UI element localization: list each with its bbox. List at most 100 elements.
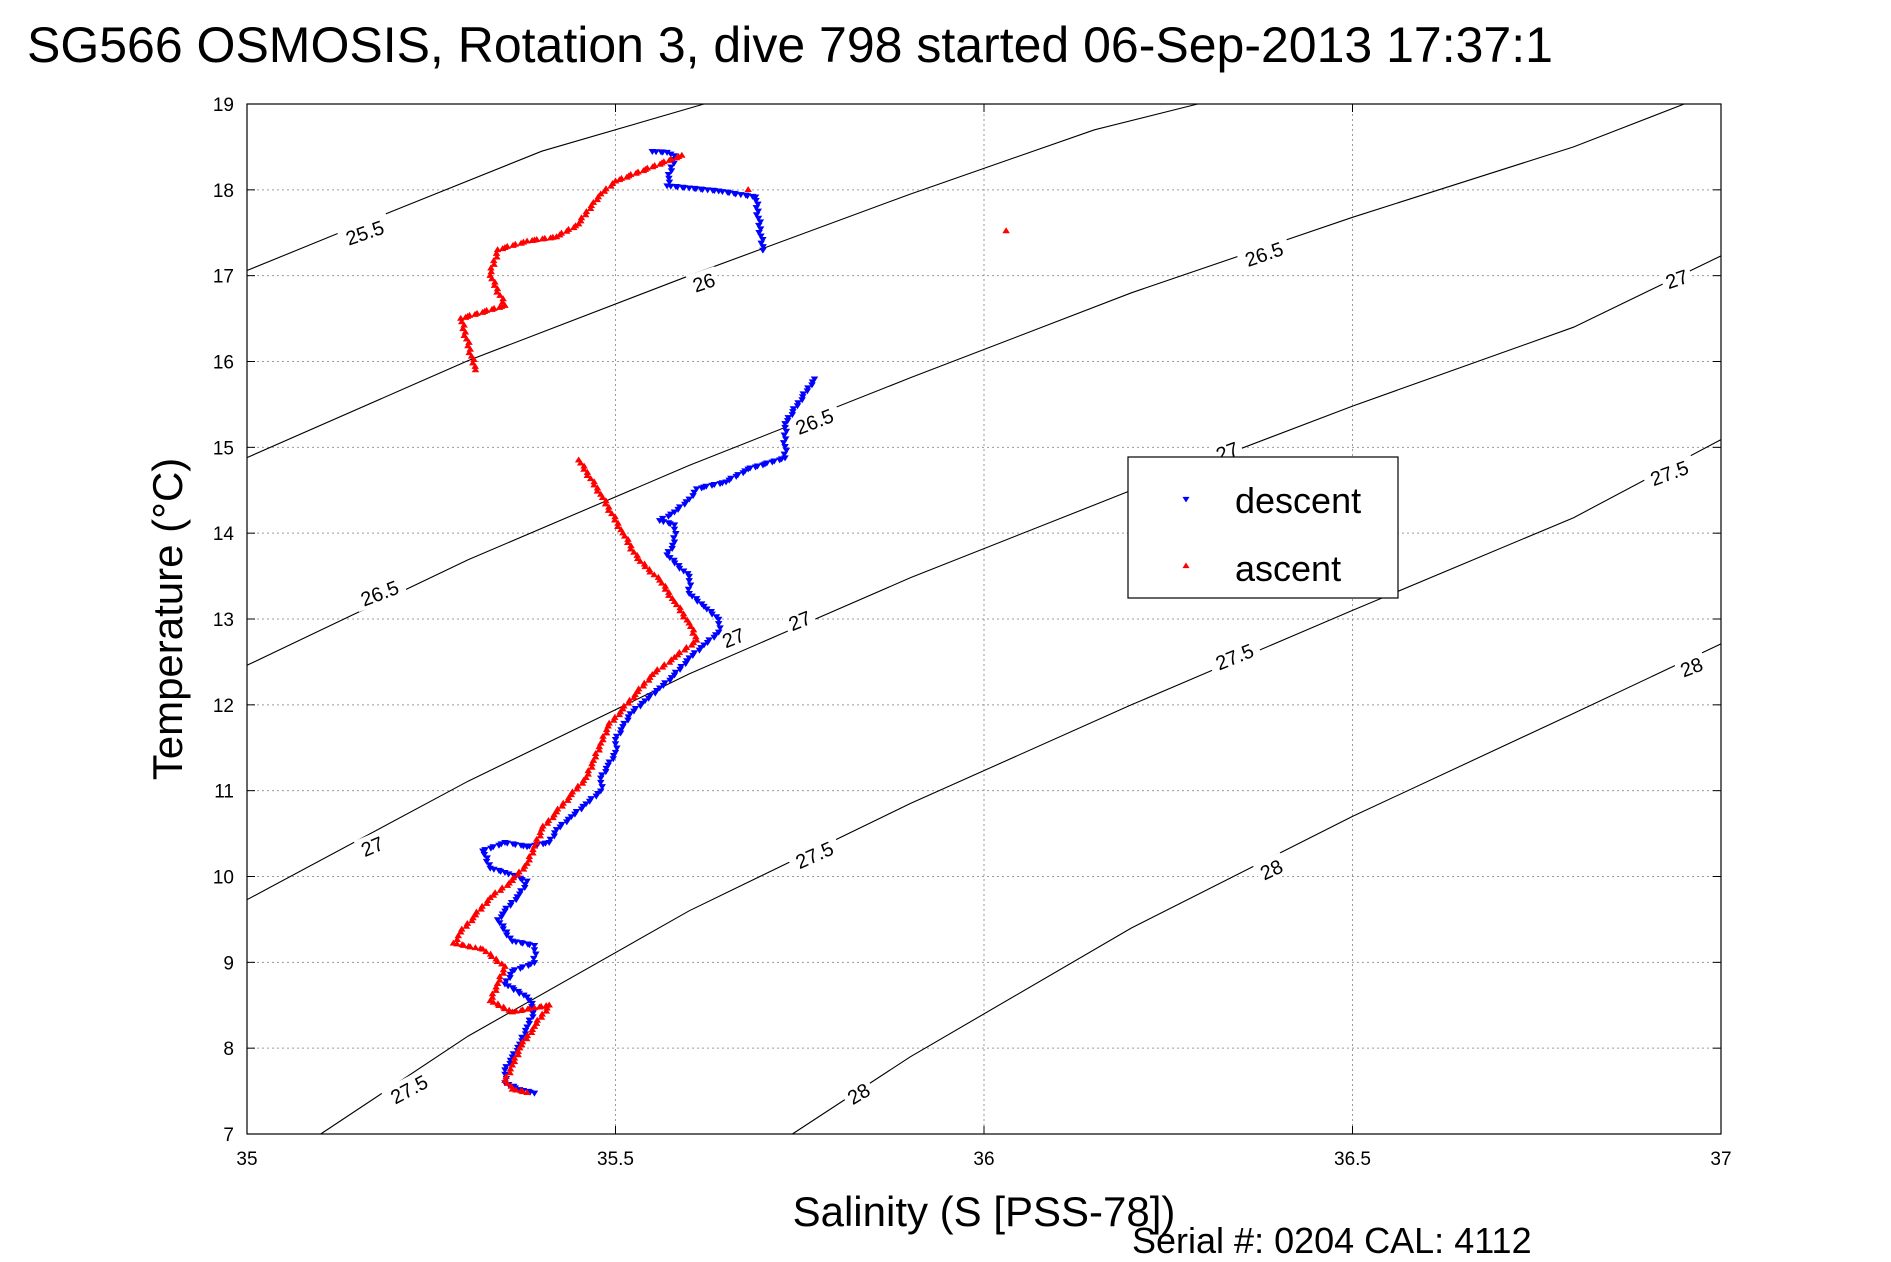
legend-ascent-marker: [1182, 562, 1190, 569]
descent-point: [759, 247, 767, 254]
contour-label-bg: [380, 1066, 437, 1111]
legend-descent-triangle: [1182, 496, 1190, 503]
ascent-point: [465, 349, 473, 356]
contour-label-group: 27: [714, 621, 752, 653]
ascent-point: [530, 1004, 539, 1011]
ascent-point: [611, 177, 620, 184]
plot-area: 25.52626.526.526.5272727272727.527.527.5…: [213, 95, 1732, 1170]
serial-cal-footer: Serial #: 0204 CAL: 4112: [1132, 1220, 1532, 1261]
ascent-point: [498, 960, 506, 967]
descent-point: [808, 382, 816, 389]
ascent-point: [506, 1069, 514, 1076]
descent-point: [683, 658, 691, 665]
ascent-point: [680, 646, 689, 653]
descent-point: [506, 902, 515, 909]
ascent-point: [639, 167, 648, 174]
descent-point: [798, 394, 807, 401]
descent-series: [479, 148, 819, 1097]
descent-point: [495, 920, 504, 927]
descent-point: [755, 222, 763, 229]
descent-point: [485, 862, 494, 869]
ascent-point: [492, 986, 500, 993]
ascent-point: [679, 613, 688, 620]
ascent-point: [518, 1006, 527, 1013]
ascent-point: [495, 303, 504, 310]
descent-point: [532, 951, 540, 958]
descent-point: [690, 489, 698, 496]
ascent-series: [449, 151, 1010, 1096]
descent-point: [546, 836, 555, 843]
contour-label-bg: [714, 621, 752, 653]
descent-point: [781, 443, 789, 450]
descent-point: [493, 917, 502, 924]
descent-point: [808, 379, 817, 386]
ascent-point: [512, 1007, 520, 1014]
descent-point: [714, 616, 723, 623]
ascent-point: [569, 224, 578, 231]
contour-label-bg: [1252, 852, 1290, 886]
ascent-point: [645, 676, 653, 683]
ascent-point: [496, 291, 504, 298]
descent-point: [757, 233, 765, 240]
ascent-point: [578, 779, 587, 786]
ascent-point: [648, 163, 657, 170]
ascent-point: [527, 1029, 536, 1036]
ascent-point: [546, 234, 555, 241]
ascent-point: [464, 342, 472, 349]
descent-point: [668, 545, 676, 552]
descent-point: [619, 724, 627, 731]
descent-point: [780, 451, 789, 458]
descent-point: [506, 975, 514, 982]
descent-point: [525, 1017, 534, 1024]
contour-label-bg: [1205, 635, 1263, 676]
descent-point: [624, 714, 633, 721]
ascent-point: [469, 359, 477, 366]
descent-point: [604, 762, 612, 769]
ascent-point: [623, 173, 631, 180]
contour-label-bg: [336, 212, 393, 251]
descent-point: [751, 194, 760, 201]
ascent-point: [610, 716, 618, 723]
descent-point: [490, 866, 498, 873]
descent-point: [754, 201, 762, 208]
descent-point: [516, 965, 525, 972]
ascent-point: [607, 182, 615, 189]
descent-point: [513, 894, 521, 901]
descent-point: [506, 971, 515, 978]
ascent-point: [537, 1002, 545, 1009]
ascent-point: [514, 1051, 522, 1058]
ascent-point: [665, 658, 674, 665]
descent-point: [664, 549, 672, 556]
descent-point: [670, 526, 679, 533]
ascent-point: [498, 298, 507, 305]
descent-point: [779, 440, 788, 447]
ascent-point: [514, 871, 522, 878]
ascent-point: [496, 886, 505, 893]
descent-point: [788, 412, 797, 419]
descent-point: [497, 914, 506, 921]
ascent-point: [744, 186, 752, 193]
x-axis-ticks: 35 35.5 36 36.5 37: [236, 104, 1732, 1170]
ascent-point: [500, 1005, 509, 1012]
descent-point: [521, 1027, 530, 1034]
descent-point: [757, 240, 765, 247]
descent-point: [716, 625, 724, 632]
descent-point: [782, 447, 791, 454]
ascent-point: [503, 1079, 512, 1086]
descent-point: [517, 888, 525, 895]
ascent-point: [517, 239, 525, 246]
descent-point: [684, 586, 693, 593]
descent-point: [502, 978, 510, 985]
descent-point: [664, 513, 673, 520]
ascent-point: [493, 957, 501, 964]
descent-point: [754, 215, 763, 222]
y-tick-label: 19: [213, 95, 234, 116]
ascent-point: [523, 237, 531, 244]
ascent-point: [626, 545, 635, 552]
legend-descent-label: descent: [1235, 480, 1361, 521]
ascent-point: [689, 629, 697, 636]
descent-point: [697, 485, 706, 492]
x-tick-label: 36: [973, 1149, 994, 1170]
descent-point: [670, 539, 679, 546]
